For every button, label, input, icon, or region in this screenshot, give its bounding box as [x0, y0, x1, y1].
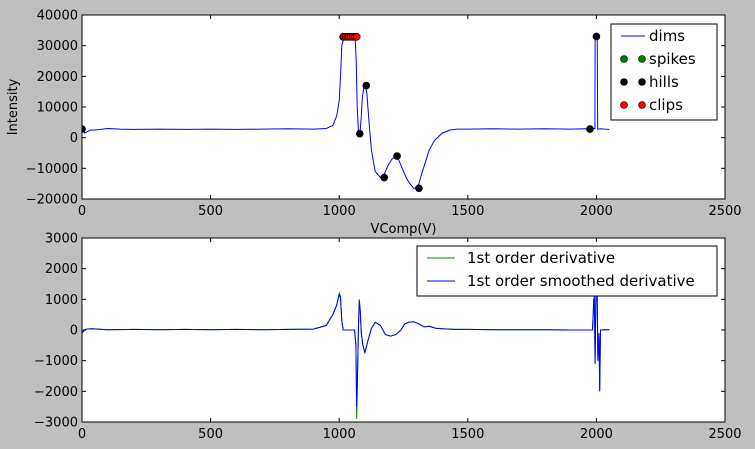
derivative-x-tick-label: 2000: [580, 427, 613, 442]
derivative-legend: 1st order derivative 1st order smoothed d…: [416, 245, 718, 297]
intensity-x-tick-label: 1500: [451, 204, 484, 219]
intensity-hills-marker: [393, 152, 401, 160]
intensity-x-tick-label: 1000: [323, 204, 356, 219]
intensity-x-axis-label: VComp(V): [371, 222, 437, 237]
intensity-y-tick-label: 20000: [37, 70, 78, 85]
intensity-legend-clips-label: clips: [649, 96, 683, 114]
derivative-legend-1st-order-smoothed-derivative-label: 1st order smoothed derivative: [467, 272, 695, 290]
derivative-x-tick-label: 500: [198, 427, 223, 442]
intensity-hills-marker: [592, 32, 601, 41]
derivative-x-tick-label: 2500: [708, 427, 741, 442]
intensity-legend-box: [610, 23, 718, 121]
derivative-x-tick-label: 1500: [451, 427, 484, 442]
derivative-x-tick-label: 0: [78, 427, 86, 442]
derivative-legend-1st-order-derivative-label: 1st order derivative: [467, 249, 615, 267]
intensity-legend-spikes-swatch: [638, 55, 646, 63]
intensity-y-tick-label: 10000: [37, 101, 78, 116]
intensity-ticks-layer: 0 500 1000 1500 2000 2500 −20000 −10000 0 10000 20…: [26, 9, 742, 220]
intensity-y-tick-label: 0: [70, 131, 78, 146]
derivative-y-tick-label: −1000: [34, 354, 78, 369]
intensity-legend: dims spikes hills clips: [610, 23, 718, 121]
intensity-x-tick-label: 500: [198, 204, 223, 219]
intensity-y-tick-label: 30000: [37, 39, 78, 54]
derivative-series-layer: [82, 291, 610, 419]
derivative-legend-box: [416, 245, 718, 297]
derivative-y-tick-label: −3000: [34, 416, 78, 431]
derivative-ticks-layer: 0 500 1000 1500 2000 2500 −3000 −2000 −1000 0 1000…: [34, 232, 742, 443]
intensity-legend-hills-swatch: [638, 78, 646, 86]
intensity-legend-spikes-swatch: [620, 55, 628, 63]
intensity-legend-clips-swatch: [638, 101, 646, 109]
intensity-x-tick-label: 2500: [708, 204, 741, 219]
derivative-y-tick-label: 3000: [45, 232, 78, 247]
intensity-hills-marker: [380, 173, 389, 182]
intensity-subplot: 0 500 1000 1500 2000 2500 −20000 −10000 0 10000 20…: [6, 9, 742, 238]
intensity-y-axis-label: Intensity: [6, 78, 21, 135]
intensity-hills-marker: [415, 184, 423, 193]
intensity-hills-marker: [362, 81, 371, 90]
intensity-legend-spikes-label: spikes: [649, 50, 696, 68]
derivative-x-tick-label: 1000: [323, 427, 356, 442]
intensity-legend-clips-swatch: [620, 101, 628, 109]
intensity-hills-marker: [355, 129, 364, 138]
derivative-y-tick-label: −2000: [34, 385, 78, 400]
intensity-y-tick-label: 40000: [37, 9, 78, 24]
intensity-y-tick-label: −20000: [26, 193, 78, 208]
intensity-legend-hills-label: hills: [649, 73, 679, 91]
intensity-x-tick-label: 0: [78, 204, 86, 219]
intensity-legend-hills-swatch: [620, 78, 628, 86]
intensity-hills-marker: [586, 125, 594, 133]
intensity-y-tick-label: −10000: [26, 162, 78, 177]
derivative-y-tick-label: 1000: [45, 293, 78, 308]
derivative-y-tick-label: 2000: [45, 262, 78, 277]
derivative-subplot: 0 500 1000 1500 2000 2500 −3000 −2000 −1000 0 1000…: [34, 232, 742, 443]
intensity-x-tick-label: 2000: [580, 204, 613, 219]
intensity-series-layer: [82, 32, 610, 193]
intensity-hills-marker: [82, 125, 86, 133]
derivative-y-tick-label: 0: [70, 324, 78, 339]
intensity-legend-dims-label: dims: [649, 27, 685, 45]
intensity-clips-marker: [352, 32, 361, 41]
derivative-series-1st-order-smoothed-derivative-line: [82, 293, 610, 407]
